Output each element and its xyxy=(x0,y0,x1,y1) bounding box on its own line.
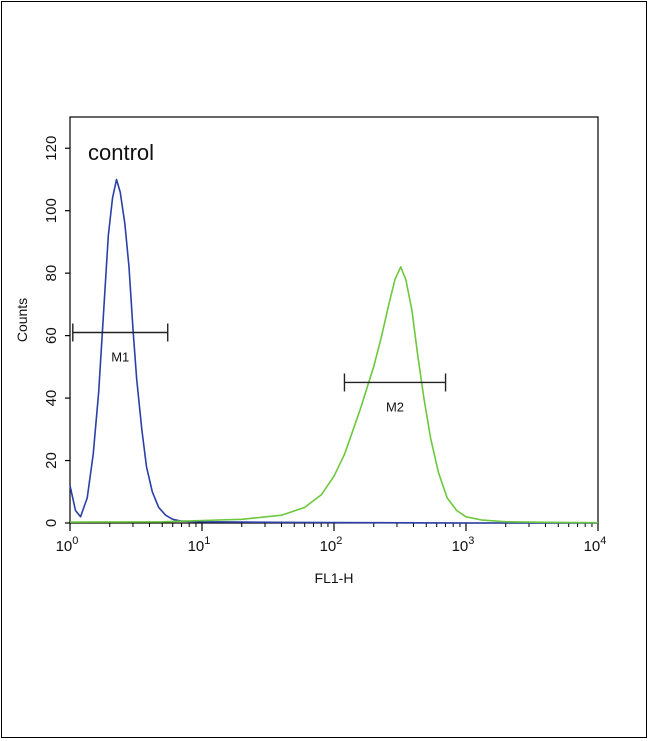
y-axis: 0 20 40 60 80 100 120 xyxy=(43,136,70,527)
y-tick-label: 80 xyxy=(43,265,60,282)
series-line-1 xyxy=(69,178,598,524)
y-tick-label: 60 xyxy=(43,327,60,344)
y-tick-label: 120 xyxy=(43,136,60,161)
chart-title: control xyxy=(88,140,154,165)
x-axis-label: FL1-H xyxy=(315,570,354,586)
series-line-2 xyxy=(69,266,599,524)
x-axis: 100 101 102 103 104 xyxy=(56,523,607,555)
series-group xyxy=(69,178,599,524)
x-tick-label: 100 xyxy=(56,535,79,555)
x-tick-label: 102 xyxy=(320,535,343,555)
y-tick-label: 20 xyxy=(43,452,60,469)
x-tick-label: 104 xyxy=(584,535,607,555)
y-tick-label: 40 xyxy=(43,390,60,407)
y-tick-label: 0 xyxy=(43,519,60,527)
x-tick-label: 101 xyxy=(188,535,211,555)
marker-label: M2 xyxy=(386,399,404,414)
y-tick-label: 100 xyxy=(43,198,60,223)
plot-area xyxy=(69,116,599,524)
marker-label: M1 xyxy=(111,349,129,364)
y-axis-label: Counts xyxy=(14,298,30,342)
x-tick-label: 103 xyxy=(452,535,475,555)
marker-group: M1 M2 xyxy=(72,323,447,414)
